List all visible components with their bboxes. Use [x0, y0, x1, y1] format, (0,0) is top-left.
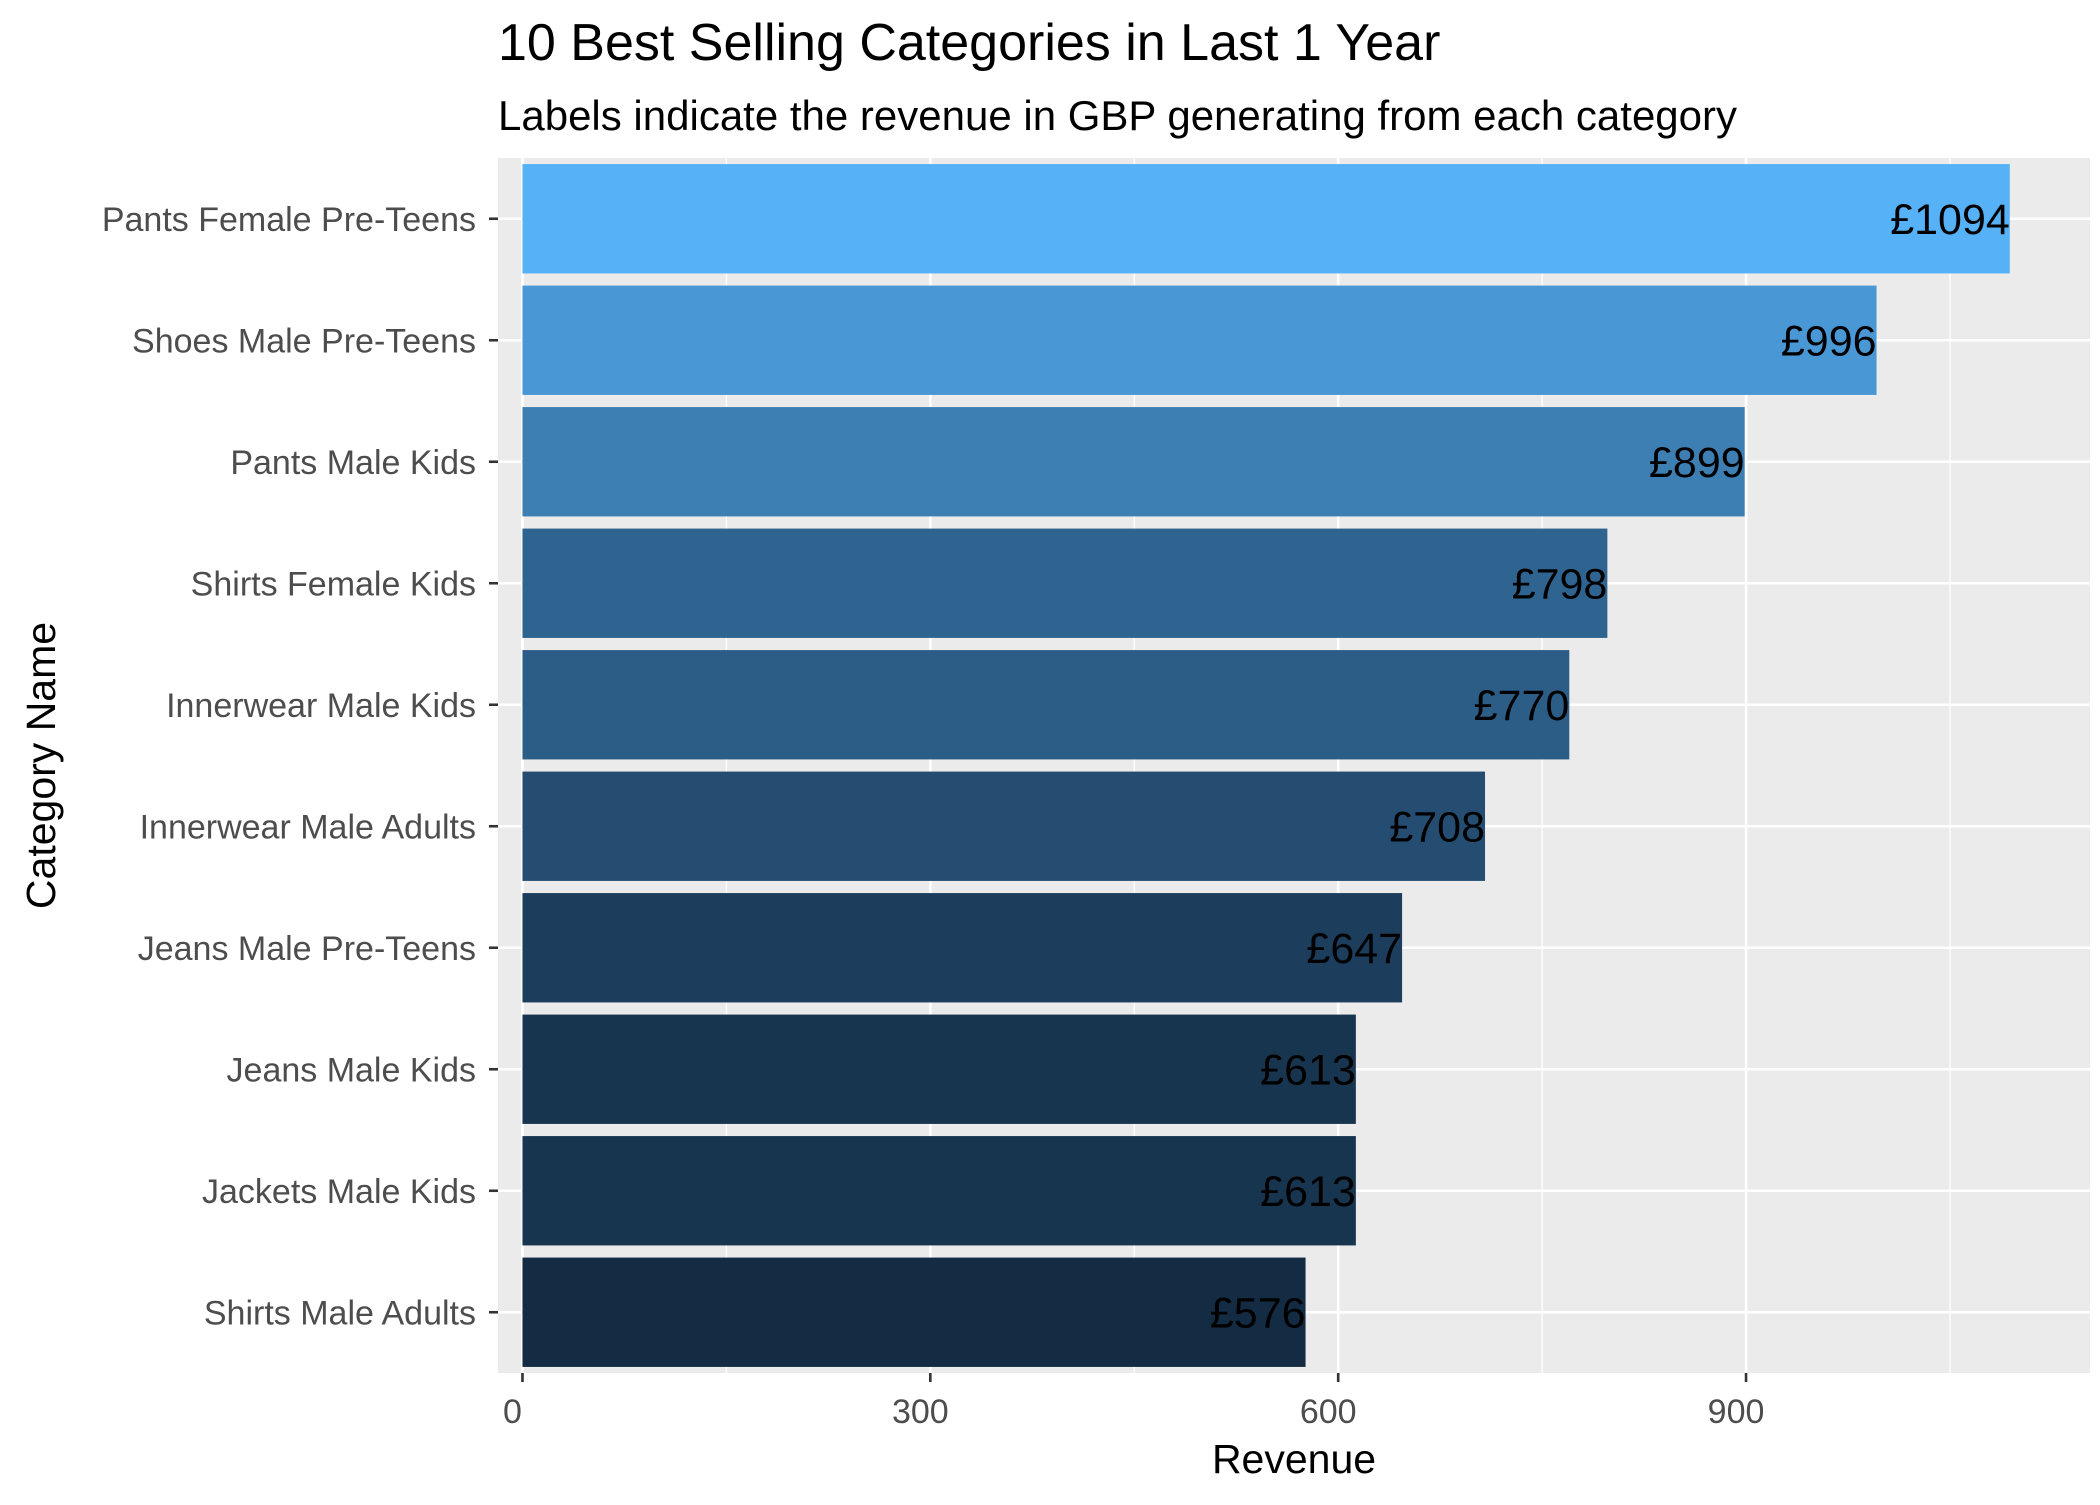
data-label: £1094: [1890, 196, 2010, 244]
bar: [522, 650, 1570, 760]
bar: [522, 1257, 1306, 1367]
x-axis: 0 300 600 900: [503, 1373, 1764, 1431]
data-label: £798: [1512, 560, 1608, 608]
bar: [522, 285, 1877, 395]
y-tick-label: Jackets Male Kids: [202, 1173, 476, 1211]
bar: [522, 1136, 1356, 1246]
data-label: £613: [1260, 1046, 1356, 1094]
bar: [522, 893, 1403, 1003]
data-labels: £1094 £996 £899 £798 £770 £708 £647 £613 £613 £57…: [1210, 196, 2010, 1338]
data-label: £647: [1306, 925, 1402, 973]
data-label: £576: [1210, 1289, 1306, 1337]
x-tick-label: 600: [1300, 1393, 1357, 1431]
x-tick-label: 0: [503, 1393, 522, 1431]
bar: [522, 771, 1486, 881]
y-tick-label: Jeans Male Pre-Teens: [138, 930, 476, 968]
data-label: £770: [1474, 682, 1570, 730]
y-tick-label: Pants Male Kids: [230, 444, 476, 482]
x-tick-label: 900: [1708, 1393, 1765, 1431]
bar: [522, 528, 1608, 638]
y-tick-label: Jeans Male Kids: [227, 1051, 476, 1089]
y-tick-label: Shirts Female Kids: [191, 565, 476, 603]
y-axis: Pants Female Pre-Teens Shoes Male Pre-Tee…: [102, 201, 498, 1332]
y-tick-label: Innerwear Male Kids: [166, 687, 476, 725]
bar: [522, 1014, 1356, 1124]
y-tick-label: Shirts Male Adults: [204, 1294, 476, 1332]
data-label: £613: [1260, 1168, 1356, 1216]
data-label: £996: [1781, 317, 1877, 365]
y-tick-label: Shoes Male Pre-Teens: [132, 322, 476, 360]
y-tick-label: Pants Female Pre-Teens: [102, 201, 476, 239]
bar: [522, 164, 2010, 274]
y-tick-label: Innerwear Male Adults: [140, 808, 476, 846]
data-label: £899: [1649, 439, 1745, 487]
bars: [522, 164, 2010, 1367]
chart-subtitle: Labels indicate the revenue in GBP gener…: [498, 92, 1737, 139]
data-label: £708: [1389, 803, 1485, 851]
bar: [522, 407, 1745, 517]
chart-title: 10 Best Selling Categories in Last 1 Yea…: [498, 14, 1440, 72]
y-axis-title: Category Name: [18, 622, 64, 909]
x-axis-title: Revenue: [1212, 1436, 1376, 1482]
x-tick-label: 300: [892, 1393, 949, 1431]
